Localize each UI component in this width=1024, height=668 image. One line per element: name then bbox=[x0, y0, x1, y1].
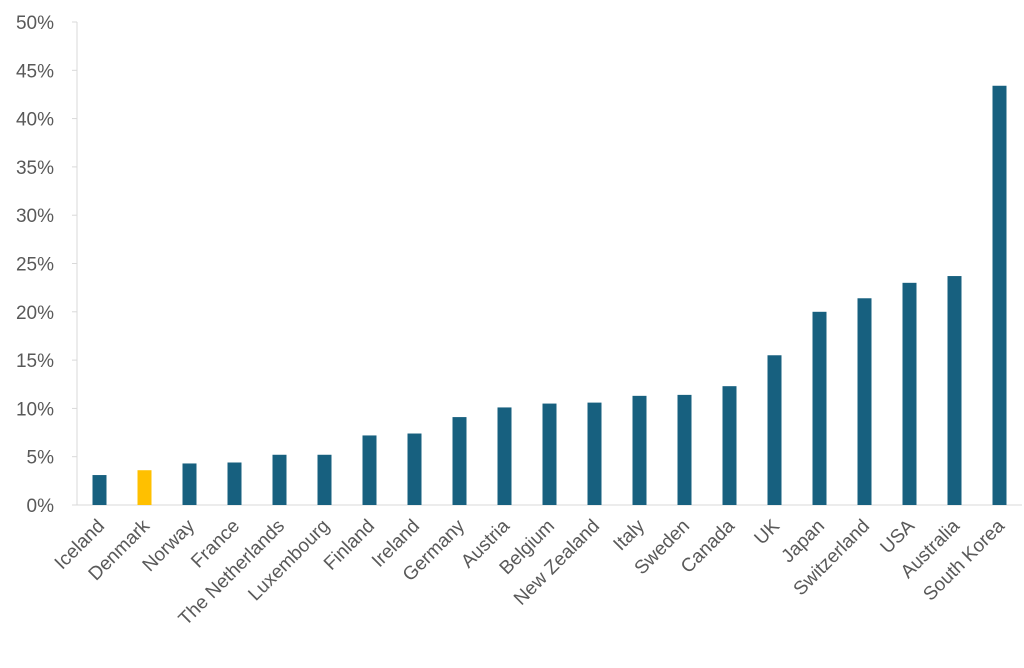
bar-japan bbox=[812, 311, 827, 505]
bar-new-zealand bbox=[587, 402, 602, 505]
bar-germany bbox=[452, 417, 467, 505]
bar-denmark bbox=[137, 470, 152, 505]
bar-the-netherlands bbox=[272, 454, 287, 505]
bar-belgium bbox=[542, 403, 557, 505]
x-tick-label: Finland bbox=[320, 516, 379, 575]
bar-canada bbox=[722, 386, 737, 505]
y-tick-label: 50% bbox=[16, 13, 54, 34]
bar-uk bbox=[767, 355, 782, 505]
bar-france bbox=[227, 462, 242, 505]
y-tick-label: 0% bbox=[27, 496, 55, 517]
bar-iceland bbox=[92, 475, 107, 505]
bar-ireland bbox=[407, 433, 422, 505]
bar-finland bbox=[362, 435, 377, 505]
y-tick-label: 15% bbox=[16, 351, 54, 372]
y-tick-label: 25% bbox=[16, 255, 54, 276]
bar-luxembourg bbox=[317, 454, 332, 505]
y-axis-ticks: 0% 5% 10% 15% 20% 25% 30% 35% 40% 45% 50% bbox=[16, 13, 77, 517]
y-tick-label: 10% bbox=[16, 399, 54, 420]
y-tick-label: 40% bbox=[16, 110, 54, 131]
bar-switzerland bbox=[857, 298, 872, 505]
bar-australia bbox=[947, 276, 962, 505]
bars bbox=[92, 85, 1007, 506]
bar-norway bbox=[182, 463, 197, 505]
bar-south-korea bbox=[992, 85, 1007, 506]
bar-sweden bbox=[677, 394, 692, 505]
bar-austria bbox=[497, 407, 512, 505]
bar-italy bbox=[632, 395, 647, 505]
x-tick-label: Italy bbox=[610, 515, 650, 555]
y-tick-label: 45% bbox=[16, 61, 54, 82]
y-tick-label: 5% bbox=[27, 448, 55, 469]
y-tick-label: 35% bbox=[16, 158, 54, 179]
y-tick-label: 30% bbox=[16, 206, 54, 227]
bar-usa bbox=[902, 282, 917, 505]
y-tick-label: 20% bbox=[16, 303, 54, 324]
x-tick-label: UK bbox=[751, 515, 785, 549]
